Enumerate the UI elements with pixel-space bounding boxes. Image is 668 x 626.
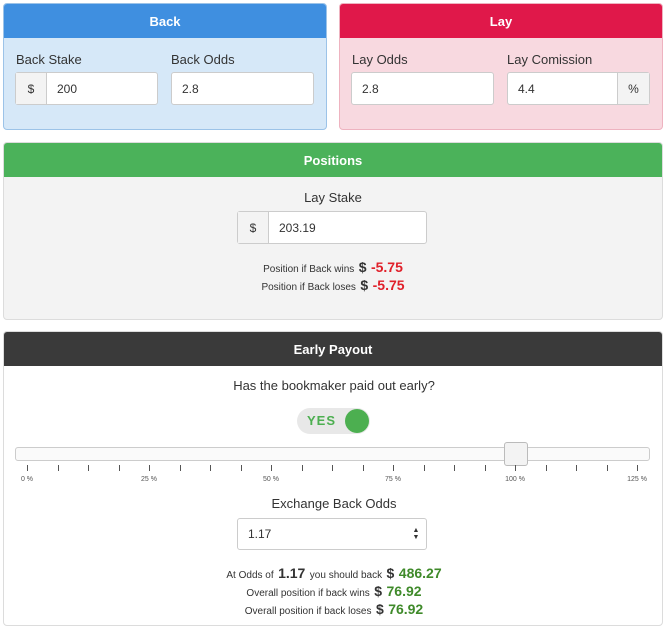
early-payout-panel-title: Early Payout <box>4 332 662 366</box>
slider-tick <box>57 465 59 471</box>
result-amount: 486.27 <box>398 565 442 581</box>
slider-tick <box>454 465 455 471</box>
position-back-wins-value: -5.75 <box>370 259 403 275</box>
lay-commission-label: Lay Comission <box>507 52 593 67</box>
percent-addon: % <box>617 73 649 104</box>
lay-stake-field[interactable]: $ 203.19 <box>237 211 427 244</box>
result-prefix: At Odds of <box>226 570 274 581</box>
slider-tick <box>515 465 516 471</box>
position-back-loses-row: Position if Back loses $ -5.75 <box>4 276 662 297</box>
slider-tick <box>271 465 272 471</box>
overall-back-loses-value: 76.92 <box>388 601 424 617</box>
position-back-loses-value: -5.75 <box>372 277 405 293</box>
slider-tick <box>149 465 150 471</box>
slider-tick <box>301 465 303 471</box>
lay-commission-field[interactable]: 4.4 % <box>507 72 650 105</box>
currency-symbol: $ <box>358 259 367 275</box>
currency-symbol: $ <box>374 583 383 599</box>
lay-odds-field[interactable]: 2.8 <box>351 72 494 105</box>
lay-commission-input[interactable]: 4.4 <box>518 81 535 96</box>
result-mid: you should back <box>309 570 383 581</box>
spin-down-icon[interactable]: ▼ <box>412 534 420 541</box>
slider-tick-label: 25 % <box>141 476 157 483</box>
slider-tick-label: 50 % <box>263 476 279 483</box>
exchange-back-odds-label: Exchange Back Odds <box>271 496 397 511</box>
exchange-back-odds-field[interactable]: 1.17 ▲ ▼ <box>237 518 427 550</box>
slider-tick <box>210 465 211 471</box>
slider-tick <box>393 465 394 471</box>
number-spinner[interactable]: ▲ ▼ <box>406 519 426 549</box>
slider-tick <box>27 465 28 471</box>
toggle-label: YES <box>307 413 337 428</box>
currency-addon: $ <box>16 73 47 104</box>
position-back-loses-label: Position if Back loses <box>261 282 356 293</box>
slider-tick <box>88 465 89 471</box>
lay-odds-label: Lay Odds <box>352 52 408 67</box>
back-stake-field[interactable]: $ 200 <box>15 72 158 105</box>
back-odds-label: Back Odds <box>171 52 235 67</box>
slider-tick-label: 0 % <box>20 476 34 483</box>
lay-stake-input[interactable]: 203.19 <box>279 220 316 235</box>
slider-tick-label: 100 % <box>505 476 525 483</box>
slider-tick <box>637 465 638 471</box>
slider-tick <box>240 465 242 471</box>
slider-tick <box>576 465 577 471</box>
back-odds-input[interactable]: 2.8 <box>182 81 199 96</box>
early-result-row: At Odds of 1.17 you should back $ 486.27 <box>0 564 668 585</box>
overall-back-wins-value: 76.92 <box>386 583 422 599</box>
slider-tick <box>545 465 547 471</box>
back-stake-input[interactable]: 200 <box>57 81 78 96</box>
back-stake-label: Back Stake <box>16 52 82 67</box>
position-back-wins-label: Position if Back wins <box>263 264 355 275</box>
slider-tick-label: 125 % <box>627 476 647 483</box>
currency-symbol: $ <box>375 601 384 617</box>
slider-tick <box>118 465 120 471</box>
back-panel: Back Back Stake $ 200 Back Odds 2.8 <box>3 3 327 130</box>
exchange-back-odds-input[interactable]: 1.17 <box>248 527 272 541</box>
slider-tick <box>362 465 364 471</box>
spin-up-icon[interactable]: ▲ <box>412 527 420 534</box>
overall-back-wins-label: Overall position if back wins <box>246 588 370 599</box>
early-payout-panel: Early Payout <box>3 331 663 626</box>
lay-panel: Lay Lay Odds 2.8 Lay Comission 4.4 % <box>339 3 663 130</box>
payout-slider-track[interactable] <box>15 447 650 461</box>
back-odds-field[interactable]: 2.8 <box>171 72 314 105</box>
position-back-wins-row: Position if Back wins $ -5.75 <box>4 258 662 279</box>
slider-tick <box>179 465 181 471</box>
slider-tick <box>423 465 425 471</box>
lay-stake-label: Lay Stake <box>304 190 362 205</box>
currency-addon: $ <box>238 212 269 243</box>
payout-slider-handle[interactable] <box>504 442 528 466</box>
positions-panel-title: Positions <box>4 143 662 177</box>
slider-tick <box>484 465 486 471</box>
back-panel-title: Back <box>4 4 326 38</box>
result-odds: 1.17 <box>278 565 306 581</box>
positions-panel: Positions Lay Stake $ 203.19 Position if… <box>3 142 663 320</box>
currency-symbol: $ <box>386 565 395 581</box>
slider-tick-label: 75 % <box>385 476 401 483</box>
lay-panel-title: Lay <box>340 4 662 38</box>
toggle-knob[interactable] <box>345 409 369 433</box>
slider-tick <box>606 465 608 471</box>
currency-symbol: $ <box>360 277 369 293</box>
overall-back-wins-row: Overall position if back wins $ 76.92 <box>0 582 668 603</box>
early-payout-question: Has the bookmaker paid out early? <box>233 378 435 393</box>
early-payout-toggle[interactable]: YES <box>297 408 370 434</box>
overall-back-loses-label: Overall position if back loses <box>244 606 372 617</box>
overall-back-loses-row: Overall position if back loses $ 76.92 <box>0 600 668 621</box>
lay-odds-input[interactable]: 2.8 <box>362 81 379 96</box>
slider-tick <box>332 465 333 471</box>
